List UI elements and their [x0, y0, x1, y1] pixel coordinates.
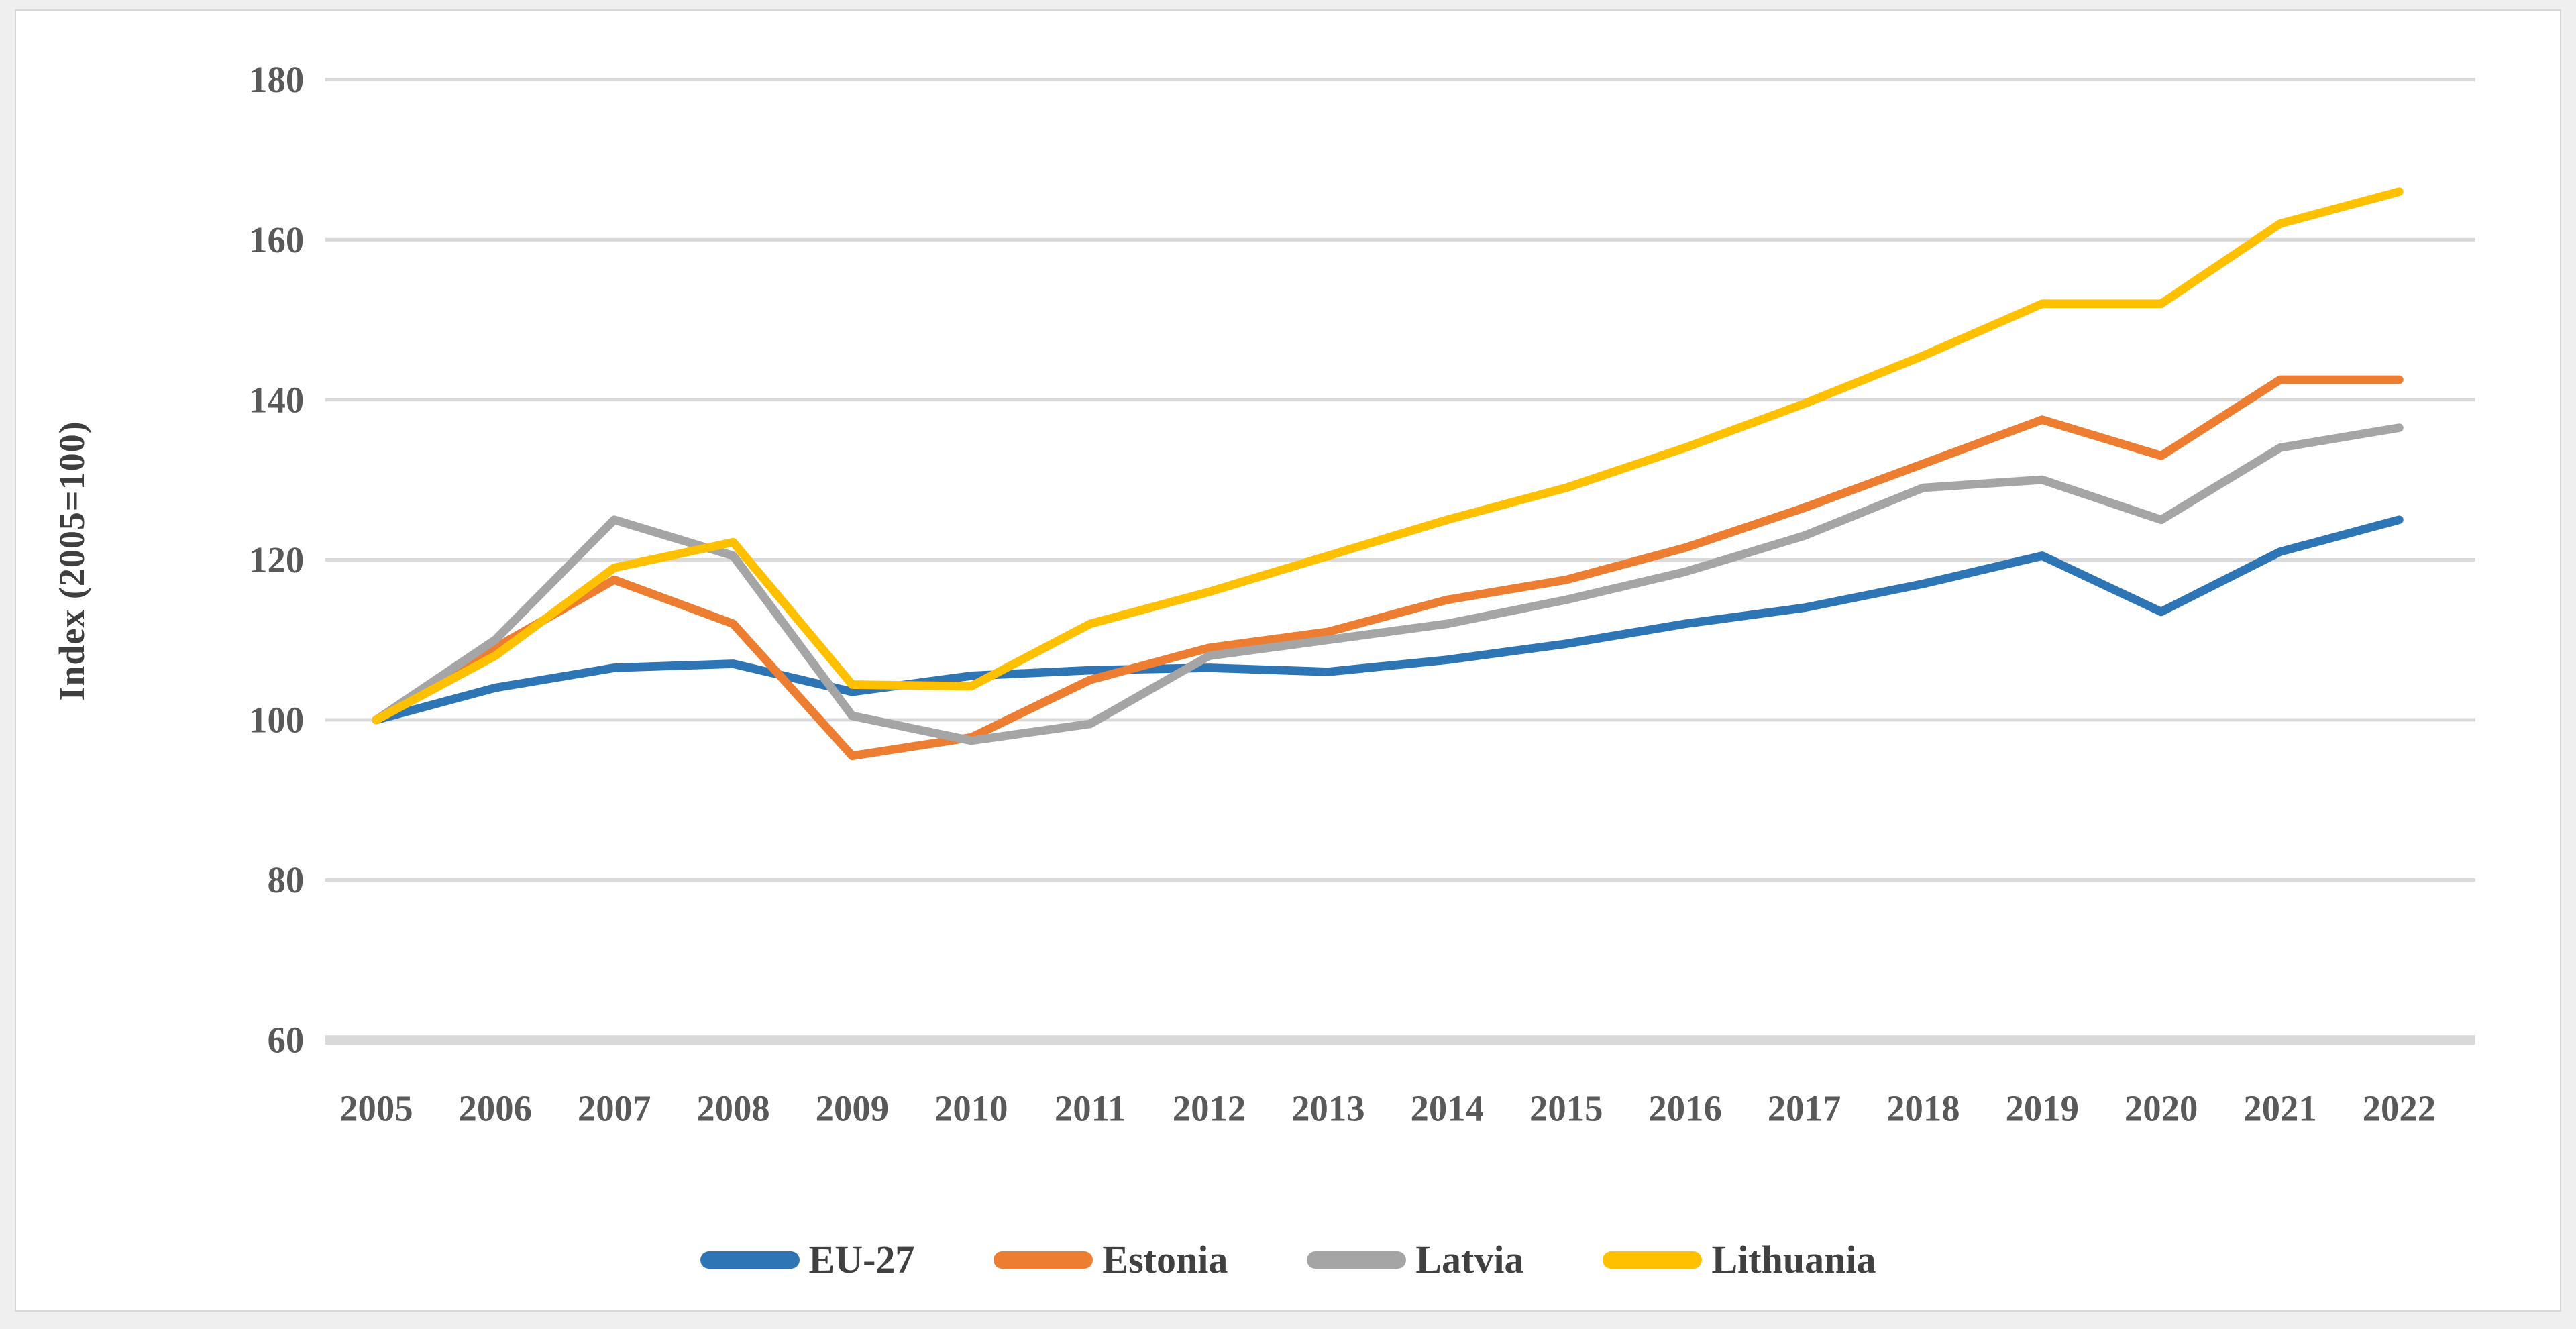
x-tick-label: 2007: [578, 1087, 651, 1128]
y-tick-label: 80: [268, 859, 305, 900]
y-tick-label: 100: [249, 700, 304, 741]
x-tick-label: 2018: [1886, 1087, 1960, 1128]
legend-label-lithuania: Lithuania: [1711, 1238, 1876, 1281]
x-tick-label: 2011: [1055, 1087, 1126, 1128]
legend-label-eu-27: EU-27: [808, 1238, 915, 1281]
x-tick-label: 2012: [1173, 1087, 1246, 1128]
y-tick-label: 140: [249, 379, 304, 420]
x-tick-label: 2013: [1291, 1087, 1364, 1128]
x-tick-label: 2021: [2243, 1087, 2317, 1128]
x-tick-label: 2017: [1768, 1087, 1841, 1128]
x-tick-label: 2016: [1648, 1087, 1722, 1128]
x-tick-label: 2010: [934, 1087, 1008, 1128]
x-tick-label: 2015: [1529, 1087, 1603, 1128]
x-tick-label: 2022: [2363, 1087, 2436, 1128]
legend-item-estonia: Estonia: [994, 1237, 1228, 1282]
legend-label-latvia: Latvia: [1415, 1238, 1524, 1281]
x-tick-label: 2008: [696, 1087, 770, 1128]
y-axis-tick-labels: 60 80 100 120 140 160 180: [249, 59, 304, 1060]
x-tick-label: 2005: [339, 1087, 413, 1128]
series-line-lithuania: [372, 187, 2404, 725]
x-tick-label: 2009: [816, 1087, 890, 1128]
x-tick-label: 2020: [2125, 1087, 2198, 1128]
series-line-estonia: [372, 375, 2404, 761]
x-tick-label: 2006: [459, 1087, 533, 1128]
y-tick-label: 160: [249, 219, 304, 260]
legend-item-eu-27: EU-27: [700, 1237, 915, 1282]
chart-legend: EU-27 Estonia Latvia Lithuania: [16, 1237, 2560, 1282]
y-axis-title-text: Index (2005=100): [52, 421, 92, 701]
x-axis-tick-labels: 2005 2006 2007 2008 2009 2010 2011 2012 2013 2014…: [339, 1087, 2436, 1128]
legend-marker-latvia: [1307, 1251, 1407, 1269]
y-tick-label: 180: [249, 59, 304, 100]
y-tick-label: 60: [268, 1020, 305, 1061]
chart-figure: 60 80 100 120 140 160 180 2005 2006 2007 2008 2009 2…: [15, 9, 2561, 1312]
legend-item-latvia: Latvia: [1307, 1237, 1523, 1282]
legend-marker-estonia: [994, 1251, 1093, 1269]
series-line-eu-27: [372, 515, 2404, 725]
x-tick-label: 2014: [1411, 1087, 1484, 1128]
legend-marker-lithuania: [1603, 1251, 1703, 1269]
legend-label-estonia: Estonia: [1102, 1238, 1228, 1281]
gridlines: [325, 78, 2475, 1045]
y-tick-label: 120: [249, 539, 304, 580]
x-tick-label: 2019: [2005, 1087, 2079, 1128]
legend-marker-eu-27: [700, 1251, 800, 1269]
legend-item-lithuania: Lithuania: [1603, 1237, 1876, 1282]
